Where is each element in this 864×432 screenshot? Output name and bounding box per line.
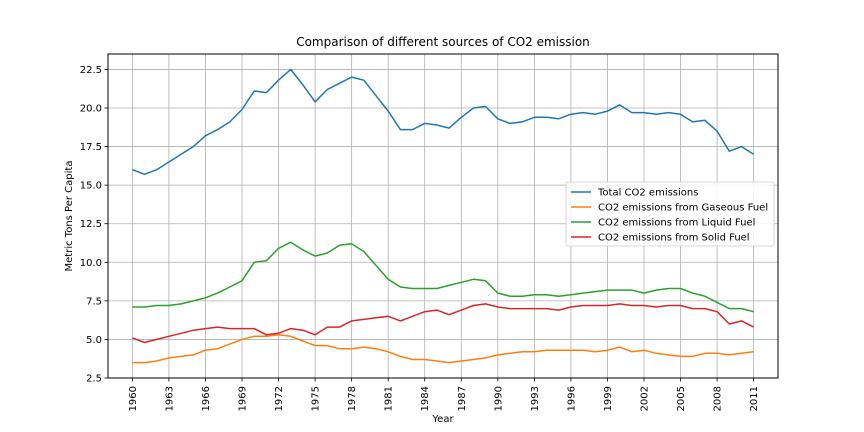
legend: Total CO2 emissions CO2 emissions from Ga… (565, 181, 775, 247)
x-tick-label: 1996 (566, 386, 577, 411)
x-tick-label: 1999 (603, 386, 614, 411)
x-axis-ticks: 1960 1963 1966 1969 1972 1975 1978 1981 1984 1987… (128, 378, 760, 411)
y-tick-label: 12.5 (80, 219, 102, 230)
x-tick-label: 1975 (311, 386, 322, 411)
legend-label-3: CO2 emissions from Solid Fuel (598, 233, 750, 244)
series-line-1 (132, 334, 754, 364)
x-tick-label: 2011 (749, 386, 760, 411)
x-tick-label: 1984 (420, 386, 431, 411)
y-tick-label: 10.0 (80, 258, 102, 269)
series-line-0 (132, 68, 755, 176)
x-tick-label: 1978 (347, 386, 358, 411)
series-line-3 (132, 303, 754, 344)
y-axis-ticks: 2.5 5.0 7.5 10.0 12.5 15.0 17.5 20.0 22.5 (80, 65, 108, 385)
x-tick-label: 1966 (201, 386, 212, 411)
legend-label-1: CO2 emissions from Gaseous Fuel (598, 203, 768, 214)
x-tick-label: 1960 (128, 386, 139, 411)
y-tick-label: 20.0 (80, 104, 102, 115)
y-tick-label: 7.5 (86, 296, 102, 307)
y-tick-label: 15.0 (80, 181, 102, 192)
x-tick-label: 1963 (164, 386, 175, 411)
series-line-2 (132, 241, 754, 313)
legend-label-2: CO2 emissions from Liquid Fuel (598, 218, 755, 229)
x-tick-label: 1981 (384, 386, 395, 411)
series-lines (132, 68, 755, 364)
chart-title: Comparison of different sources of CO2 e… (296, 35, 590, 49)
y-tick-label: 22.5 (80, 65, 102, 76)
x-tick-label: 1969 (238, 386, 249, 411)
x-axis-label: Year (431, 414, 454, 425)
x-tick-label: 1993 (530, 386, 541, 411)
legend-box (565, 181, 775, 247)
x-tick-label: 2005 (676, 386, 687, 411)
x-tick-label: 2002 (640, 386, 651, 411)
x-tick-label: 1987 (457, 386, 468, 411)
x-tick-label: 1972 (274, 386, 285, 411)
y-tick-label: 5.0 (86, 335, 102, 346)
x-tick-label: 2008 (713, 386, 724, 411)
legend-label-0: Total CO2 emissions (597, 188, 698, 199)
plot-frame (107, 53, 779, 379)
y-axis-label: Metric Tons Per Capita (64, 161, 75, 272)
y-tick-label: 2.5 (86, 374, 102, 385)
y-tick-label: 17.5 (80, 142, 102, 153)
x-tick-label: 1990 (493, 386, 504, 411)
